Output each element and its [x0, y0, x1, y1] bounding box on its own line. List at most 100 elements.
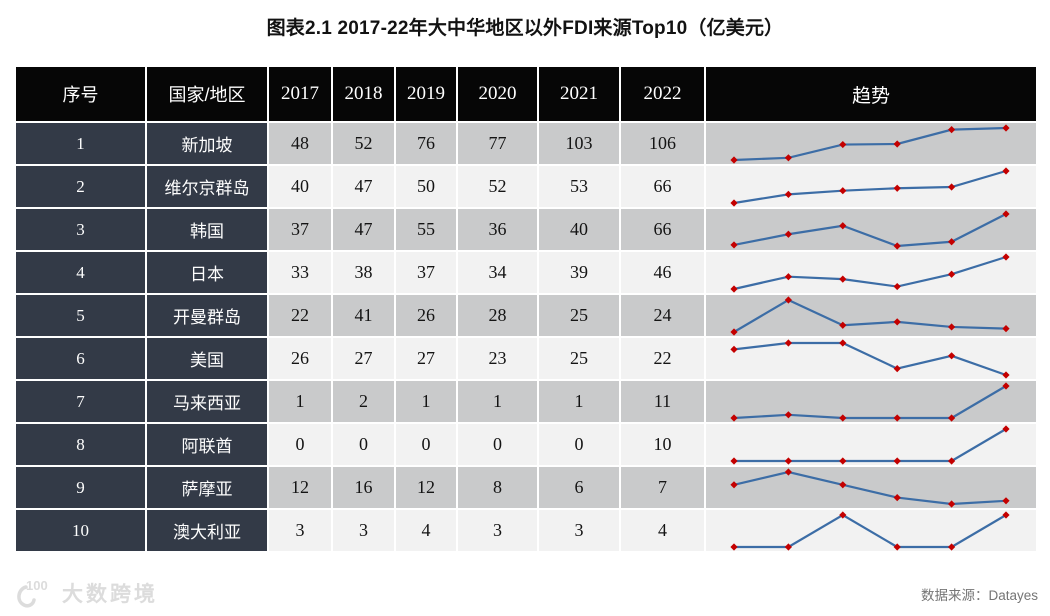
table-row: 4 日本 33 38 37 34 39 46 — [14, 250, 1038, 295]
value-cell-2020: 23 — [456, 336, 539, 381]
value-cell-2018: 52 — [331, 121, 396, 166]
year-header-2018: 2018 — [331, 65, 396, 123]
value-cell-2021: 40 — [537, 207, 621, 252]
spark-marker — [839, 275, 847, 283]
value-cell-2022: 66 — [619, 207, 706, 252]
value-cell-2020: 77 — [456, 121, 539, 166]
spark-marker — [893, 365, 901, 373]
spark-marker — [893, 282, 901, 291]
value-cell-2021: 1 — [537, 379, 621, 424]
spark-marker — [948, 126, 956, 134]
table-row: 2 维尔京群岛 40 47 50 52 53 66 — [14, 164, 1038, 209]
country-column-header: 国家/地区 — [145, 65, 269, 123]
spark-marker — [730, 345, 738, 353]
trend-sparkline-cell — [704, 422, 1038, 467]
spark-marker — [784, 230, 792, 238]
spark-marker — [839, 140, 847, 149]
value-cell-2018: 38 — [331, 250, 396, 295]
country-cell: 美国 — [145, 336, 269, 381]
value-cell-2019: 55 — [394, 207, 458, 252]
spark-marker — [948, 323, 956, 331]
page-title: 图表2.1 2017-22年大中华地区以外FDI来源Top10（亿美元） — [266, 18, 784, 39]
value-cell-2019: 37 — [394, 250, 458, 295]
value-cell-2022: 106 — [619, 121, 706, 166]
table-row: 6 美国 26 27 27 23 25 22 — [14, 336, 1038, 381]
spark-marker — [730, 241, 738, 249]
value-cell-2018: 3 — [331, 508, 396, 553]
country-cell: 维尔京群岛 — [145, 164, 269, 209]
rank-cell: 5 — [14, 293, 147, 338]
trend-sparkline-cell — [704, 508, 1038, 553]
spark-marker — [1002, 511, 1010, 519]
value-cell-2020: 0 — [456, 422, 539, 467]
spark-marker — [948, 414, 956, 422]
spark-marker — [893, 140, 901, 148]
fdi-table: 序号 国家/地区 2017 2018 2019 2020 2021 2022 趋… — [14, 65, 1038, 553]
spark-marker — [730, 156, 738, 164]
table-row: 9 萨摩亚 12 16 12 8 6 7 — [14, 465, 1038, 510]
country-cell: 澳大利亚 — [145, 508, 269, 553]
value-cell-2022: 11 — [619, 379, 706, 424]
spark-marker — [730, 285, 738, 293]
value-cell-2017: 40 — [267, 164, 333, 209]
value-cell-2019: 0 — [394, 422, 458, 467]
spark-marker — [1002, 497, 1010, 505]
spark-marker — [839, 222, 847, 230]
table-row: 1 新加坡 48 52 76 77 103 106 — [14, 121, 1038, 166]
value-cell-2018: 0 — [331, 422, 396, 467]
value-cell-2021: 39 — [537, 250, 621, 295]
spark-marker — [1002, 382, 1010, 390]
country-cell: 萨摩亚 — [145, 465, 269, 510]
spark-marker — [948, 457, 956, 465]
value-cell-2020: 52 — [456, 164, 539, 209]
table-header: 序号 国家/地区 2017 2018 2019 2020 2021 2022 趋… — [14, 65, 1038, 123]
rank-cell: 4 — [14, 250, 147, 295]
table-body: 1 新加坡 48 52 76 77 103 106 2 维尔京群岛 40 47 … — [14, 121, 1038, 553]
value-cell-2017: 26 — [267, 336, 333, 381]
spark-marker — [1002, 325, 1010, 333]
table-row: 7 马来西亚 1 2 1 1 1 11 — [14, 379, 1038, 424]
watermark-logo-text: 大数跨境 — [62, 583, 158, 606]
value-cell-2020: 34 — [456, 250, 539, 295]
value-cell-2022: 7 — [619, 465, 706, 510]
value-cell-2020: 3 — [456, 508, 539, 553]
value-cell-2020: 36 — [456, 207, 539, 252]
value-cell-2017: 33 — [267, 250, 333, 295]
spark-marker — [730, 543, 738, 551]
rank-cell: 3 — [14, 207, 147, 252]
spark-marker — [839, 511, 847, 519]
value-cell-2018: 41 — [331, 293, 396, 338]
spark-marker — [893, 543, 901, 551]
value-cell-2021: 25 — [537, 336, 621, 381]
trend-sparkline-cell — [704, 379, 1038, 424]
year-header-2022: 2022 — [619, 65, 706, 123]
spark-marker — [839, 187, 847, 195]
value-cell-2022: 22 — [619, 336, 706, 381]
country-cell: 开曼群岛 — [145, 293, 269, 338]
value-cell-2020: 1 — [456, 379, 539, 424]
trend-sparkline-cell — [704, 250, 1038, 295]
value-cell-2019: 76 — [394, 121, 458, 166]
spark-marker — [1002, 210, 1010, 218]
spark-marker — [948, 352, 956, 360]
value-cell-2019: 26 — [394, 293, 458, 338]
watermark-logo: 100 大数跨境 — [13, 577, 158, 609]
rank-cell: 7 — [14, 379, 147, 424]
logo-100-icon: 100 — [17, 578, 48, 608]
country-cell: 韩国 — [145, 207, 269, 252]
spark-marker — [1002, 425, 1010, 433]
value-cell-2020: 8 — [456, 465, 539, 510]
value-cell-2017: 22 — [267, 293, 333, 338]
spark-marker — [839, 339, 847, 347]
value-cell-2017: 1 — [267, 379, 333, 424]
year-header-2019: 2019 — [394, 65, 458, 123]
spark-marker — [784, 154, 792, 162]
table-row: 10 澳大利亚 3 3 4 3 3 4 — [14, 508, 1038, 553]
year-header-2017: 2017 — [267, 65, 333, 123]
spark-marker — [839, 414, 847, 422]
spark-marker — [784, 190, 792, 198]
trend-column-header: 趋势 — [704, 65, 1038, 123]
value-cell-2017: 48 — [267, 121, 333, 166]
year-header-2021: 2021 — [537, 65, 621, 123]
trend-sparkline-cell — [704, 121, 1038, 166]
